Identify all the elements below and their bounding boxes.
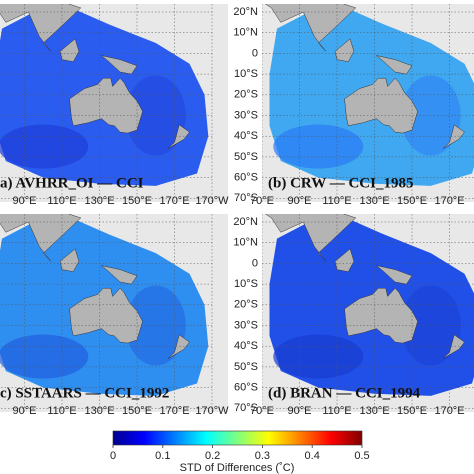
land xyxy=(442,334,465,359)
lat-tick-label: 50°S xyxy=(234,361,258,373)
lon-tick-label: 110°E xyxy=(47,195,76,207)
lat-tick-label: 0 xyxy=(252,47,258,59)
colorbar-tick-label: 0.5 xyxy=(354,450,369,462)
colorbar: 0 0.1 0.2 0.3 0.4 0.5 STD of Differences (˚C) xyxy=(110,430,370,474)
panel-label: (d) BRAN — CCI_1994 xyxy=(268,385,421,401)
ocean-field-variation xyxy=(0,124,89,169)
lat-tick-label: 10°S xyxy=(234,278,258,290)
panel-label: c) SSTAARS — CCI_1992 xyxy=(0,385,169,401)
lon-tick-label: 70°E xyxy=(250,195,274,207)
lon-tick-label: 110°E xyxy=(322,195,351,207)
colorbar-tick-label: 0.1 xyxy=(155,450,170,462)
lat-tick-label: 70°S xyxy=(234,192,258,204)
lon-tick-label: 70°E xyxy=(250,405,274,417)
land xyxy=(69,77,143,134)
land xyxy=(0,4,82,52)
colorbar-tick-label: 0.3 xyxy=(255,450,270,462)
land xyxy=(59,248,80,272)
land xyxy=(334,248,355,272)
map-panel xyxy=(262,214,474,412)
map-panels: a) AVHRR_OI — CCI 90°E 110°E 130°E 150°E 170°… xyxy=(0,4,474,417)
land xyxy=(0,214,82,262)
lat-tick-label: 20°N xyxy=(233,216,258,228)
land xyxy=(344,287,418,344)
ocean-field-variation xyxy=(273,334,364,379)
lat-tick-label: 70°S xyxy=(234,402,258,414)
lon-tick-label: 130°E xyxy=(84,195,114,207)
lat-tick-label: 10°N xyxy=(233,27,258,39)
colorbar-tick-label: 0 xyxy=(110,450,116,462)
lat-tick-label: 60°S xyxy=(234,172,258,184)
map-panel xyxy=(0,4,228,202)
land xyxy=(265,4,357,52)
ocean-field-variation xyxy=(0,334,89,379)
lon-tick-label: 150°E xyxy=(122,195,152,207)
land xyxy=(442,124,465,149)
lon-tick-label: 170°W xyxy=(195,405,229,417)
lon-tick-label: 130°E xyxy=(359,195,389,207)
panel-label: a) AVHRR_OI — CCI xyxy=(0,175,144,191)
lon-tick-label: 170°E xyxy=(434,405,464,417)
lat-tick-label: 10°S xyxy=(234,68,258,80)
lon-tick-label: 130°E xyxy=(84,405,114,417)
lat-tick-label: 60°S xyxy=(234,382,258,394)
land xyxy=(167,124,190,149)
ocean-field-variation xyxy=(273,124,364,169)
lat-tick-label: 0 xyxy=(252,257,258,269)
lon-tick-label: 170°E xyxy=(434,195,464,207)
lon-tick-label: 90°E xyxy=(288,195,312,207)
lon-tick-label: 170°E xyxy=(159,195,189,207)
lon-tick-label: 110°E xyxy=(47,405,76,417)
colorbar-tick-label: 0.2 xyxy=(205,450,220,462)
colorbar-label: STD of Differences (˚C) xyxy=(180,462,295,474)
map-panel xyxy=(262,4,474,202)
land xyxy=(344,77,418,134)
map-panel xyxy=(0,214,228,412)
land xyxy=(59,38,80,62)
lon-tick-label: 150°E xyxy=(397,195,427,207)
lon-tick-label: 90°E xyxy=(13,405,37,417)
lat-tick-label: 40°S xyxy=(234,340,258,352)
lat-tick-label: 20°N xyxy=(233,6,258,18)
lat-tick-label: 50°S xyxy=(234,151,258,163)
panel-label: (b) CRW — CCI_1985 xyxy=(268,175,413,191)
lat-tick-label: 20°S xyxy=(234,299,258,311)
lat-tick-label: 20°S xyxy=(234,89,258,101)
lon-tick-label: 130°E xyxy=(359,405,389,417)
lon-tick-label: 90°E xyxy=(288,405,312,417)
colorbar-gradient xyxy=(112,430,363,446)
land xyxy=(265,214,357,262)
lon-tick-label: 170°W xyxy=(195,195,229,207)
lat-tick-label: 10°N xyxy=(233,237,258,249)
lon-tick-label: 110°E xyxy=(322,405,351,417)
land xyxy=(69,287,143,344)
lon-tick-label: 150°E xyxy=(397,405,427,417)
lat-tick-label: 30°S xyxy=(234,319,258,331)
lat-tick-label: 30°S xyxy=(234,109,258,121)
lon-tick-label: 90°E xyxy=(13,195,37,207)
land xyxy=(334,38,355,62)
lat-tick-label: 40°S xyxy=(234,130,258,142)
colorbar-tick-label: 0.4 xyxy=(305,450,320,462)
lon-tick-label: 150°E xyxy=(122,405,152,417)
land xyxy=(167,334,190,359)
lon-tick-label: 170°E xyxy=(159,405,189,417)
